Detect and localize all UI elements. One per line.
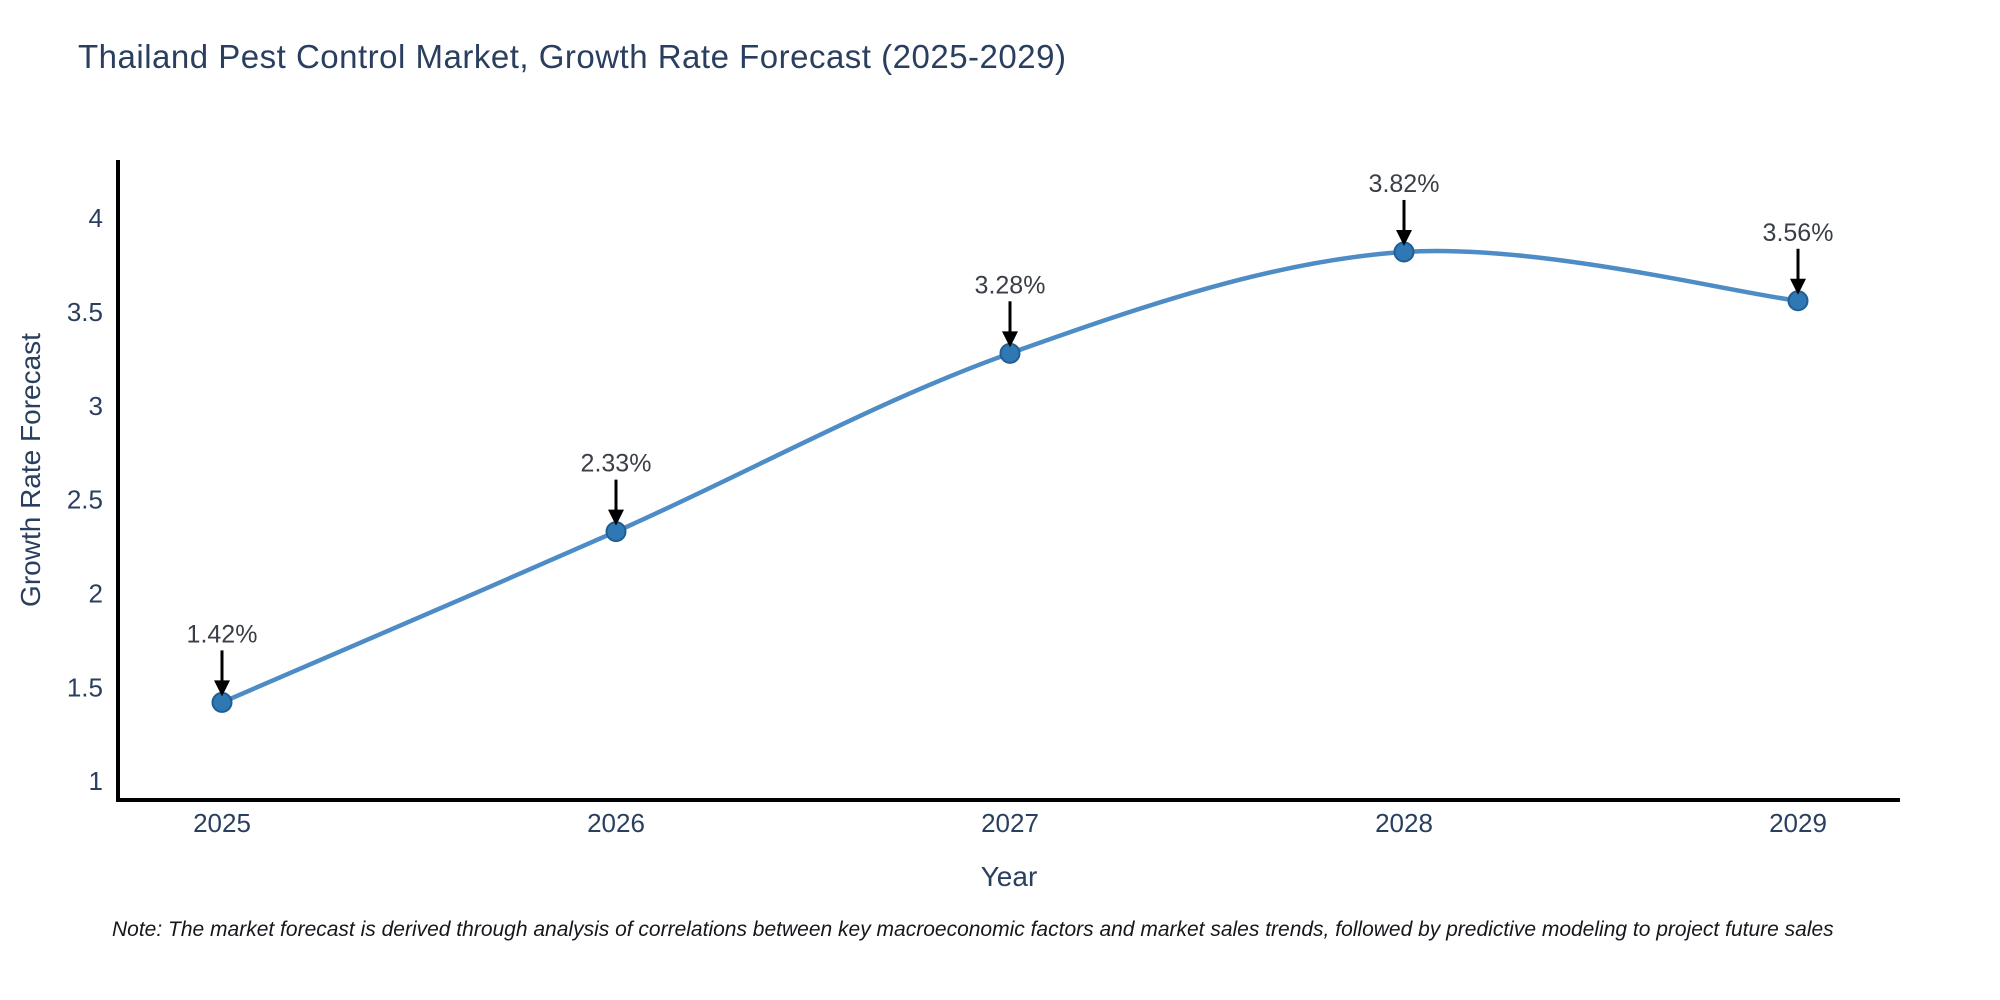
y-tick-label: 1 — [89, 766, 103, 796]
y-tick-label: 2 — [89, 579, 103, 609]
x-tick-label: 2028 — [1375, 808, 1433, 838]
annotation-arrowhead — [608, 509, 624, 526]
y-tick-label: 1.5 — [67, 672, 103, 702]
axis-lines — [116, 160, 1900, 802]
annotation-arrowhead — [1396, 229, 1412, 246]
chart-footnote: Note: The market forecast is derived thr… — [112, 918, 1834, 941]
annotation-label: 1.42% — [187, 620, 258, 648]
x-tick-label: 2027 — [981, 808, 1039, 838]
y-tick-label: 2.5 — [67, 485, 103, 515]
y-tick-label: 3.5 — [67, 297, 103, 327]
annotation-arrowhead — [214, 680, 230, 697]
annotation-label: 2.33% — [581, 450, 652, 478]
annotation-label: 3.82% — [1369, 170, 1440, 198]
y-axis-title: Growth Rate Forecast — [15, 333, 46, 607]
y-tick-label: 4 — [89, 203, 103, 233]
annotation-label: 3.28% — [975, 271, 1046, 299]
x-axis-title: Year — [981, 861, 1038, 892]
x-tick-label: 2026 — [587, 808, 645, 838]
annotation-arrowhead — [1002, 331, 1018, 348]
chart-title: Thailand Pest Control Market, Growth Rat… — [78, 38, 1067, 75]
x-tick-label: 2025 — [193, 808, 251, 838]
y-tick-label: 3 — [89, 391, 103, 421]
x-tick-label: 2029 — [1769, 808, 1827, 838]
annotation-arrowhead — [1790, 278, 1806, 295]
annotation-label: 3.56% — [1763, 219, 1834, 247]
